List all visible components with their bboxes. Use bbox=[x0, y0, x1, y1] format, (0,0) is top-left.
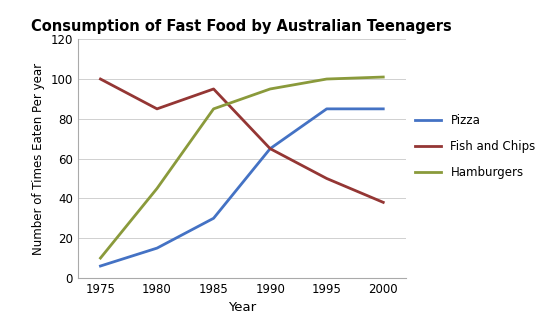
Line: Pizza: Pizza bbox=[101, 109, 383, 266]
Hamburgers bbox=[153, 186, 160, 190]
Line: Hamburgers: Hamburgers bbox=[101, 77, 383, 258]
Legend: Pizza, Fish and Chips, Hamburgers: Pizza, Fish and Chips, Hamburgers bbox=[415, 114, 536, 179]
Fish and Chips bbox=[97, 77, 104, 81]
Line: Fish and Chips: Fish and Chips bbox=[101, 79, 383, 202]
Pizza bbox=[380, 107, 386, 111]
Pizza bbox=[97, 264, 104, 268]
Pizza bbox=[267, 147, 274, 151]
Fish and Chips bbox=[267, 147, 274, 151]
Y-axis label: Number of Times Eaten Per year: Number of Times Eaten Per year bbox=[32, 62, 45, 255]
Hamburgers bbox=[210, 107, 217, 111]
Fish and Chips bbox=[380, 200, 386, 204]
Pizza bbox=[210, 216, 217, 220]
Hamburgers bbox=[267, 87, 274, 91]
Fish and Chips bbox=[324, 177, 330, 181]
Title: Consumption of Fast Food by Australian Teenagers: Consumption of Fast Food by Australian T… bbox=[32, 19, 452, 34]
Pizza bbox=[153, 246, 160, 250]
Hamburgers bbox=[97, 256, 104, 260]
Pizza bbox=[324, 107, 330, 111]
Hamburgers bbox=[324, 77, 330, 81]
Fish and Chips bbox=[210, 87, 217, 91]
X-axis label: Year: Year bbox=[228, 301, 256, 314]
Hamburgers bbox=[380, 75, 386, 79]
Fish and Chips bbox=[153, 107, 160, 111]
